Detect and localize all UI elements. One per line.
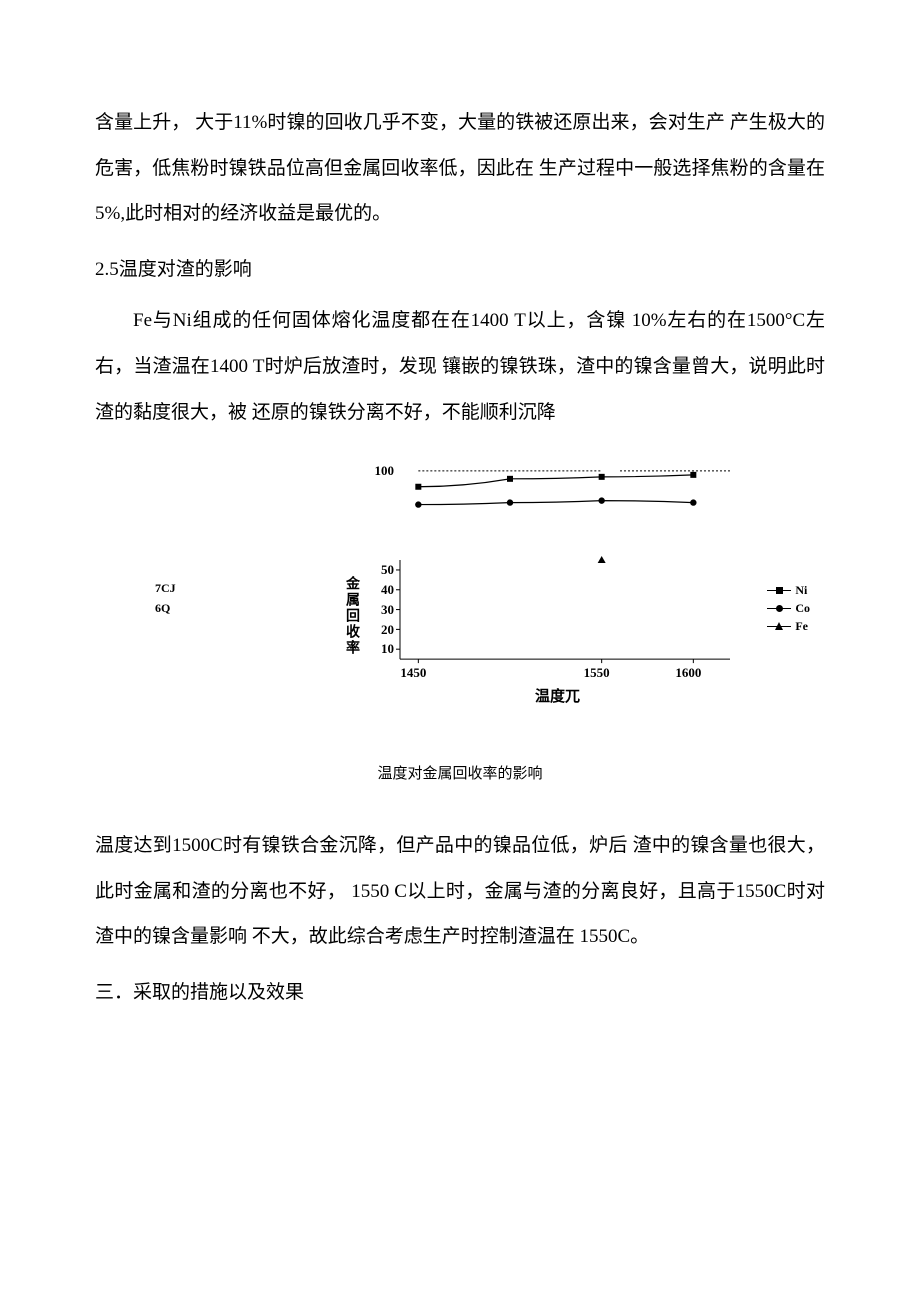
legend-label: Ni — [795, 583, 807, 598]
y-tick-label: 10 — [364, 641, 394, 657]
y-tick-label: 50 — [364, 562, 394, 578]
section-heading-3: 三．采取的措施以及效果 — [95, 970, 825, 1016]
side-label-6q: 6Q — [155, 601, 170, 616]
legend-item-fe: Fe — [767, 617, 810, 635]
legend-label: Co — [795, 601, 810, 616]
paragraph-3: 温度达到1500C时有镍铁合金沉降，但产品中的镍品位低，炉后 渣中的镍含量也很大… — [95, 823, 825, 960]
side-label-7cj: 7CJ — [155, 581, 176, 596]
legend-item-ni: Ni — [767, 581, 810, 599]
triangle-marker-icon — [767, 626, 791, 627]
chart-legend: Ni Co Fe — [767, 581, 810, 635]
x-axis-title: 温度兀 — [535, 685, 580, 706]
x-tick-label: 1450 — [400, 665, 426, 681]
y-axis-title: 金属回收率 — [341, 576, 361, 656]
legend-item-co: Co — [767, 599, 810, 617]
section-heading-2-5: 2.5温度对渣的影响 — [95, 247, 825, 293]
y-tick-label: 40 — [364, 582, 394, 598]
figure-caption: 温度对金属回收率的影响 — [95, 762, 825, 783]
y-tick-label: 100 — [364, 463, 394, 479]
circle-marker-icon — [767, 608, 791, 609]
chart-figure: 7CJ 6Q 金属回收率 Ni Co Fe 温度兀 10 20 30 40 50 100 1… — [95, 451, 825, 756]
paragraph-2: Fe与Ni组成的任何固体熔化温度都在在1400 T以上，含镍 10%左右的在15… — [95, 298, 825, 435]
paragraph-1: 含量上升， 大于11%时镍的回收几乎不变，大量的铁被还原出来，会对生产 产生极大… — [95, 100, 825, 237]
y-tick-label: 20 — [364, 622, 394, 638]
y-tick-label: 30 — [364, 602, 394, 618]
legend-label: Fe — [795, 619, 808, 634]
x-tick-label: 1600 — [675, 665, 701, 681]
x-tick-label: 1550 — [584, 665, 610, 681]
square-marker-icon — [767, 590, 791, 591]
